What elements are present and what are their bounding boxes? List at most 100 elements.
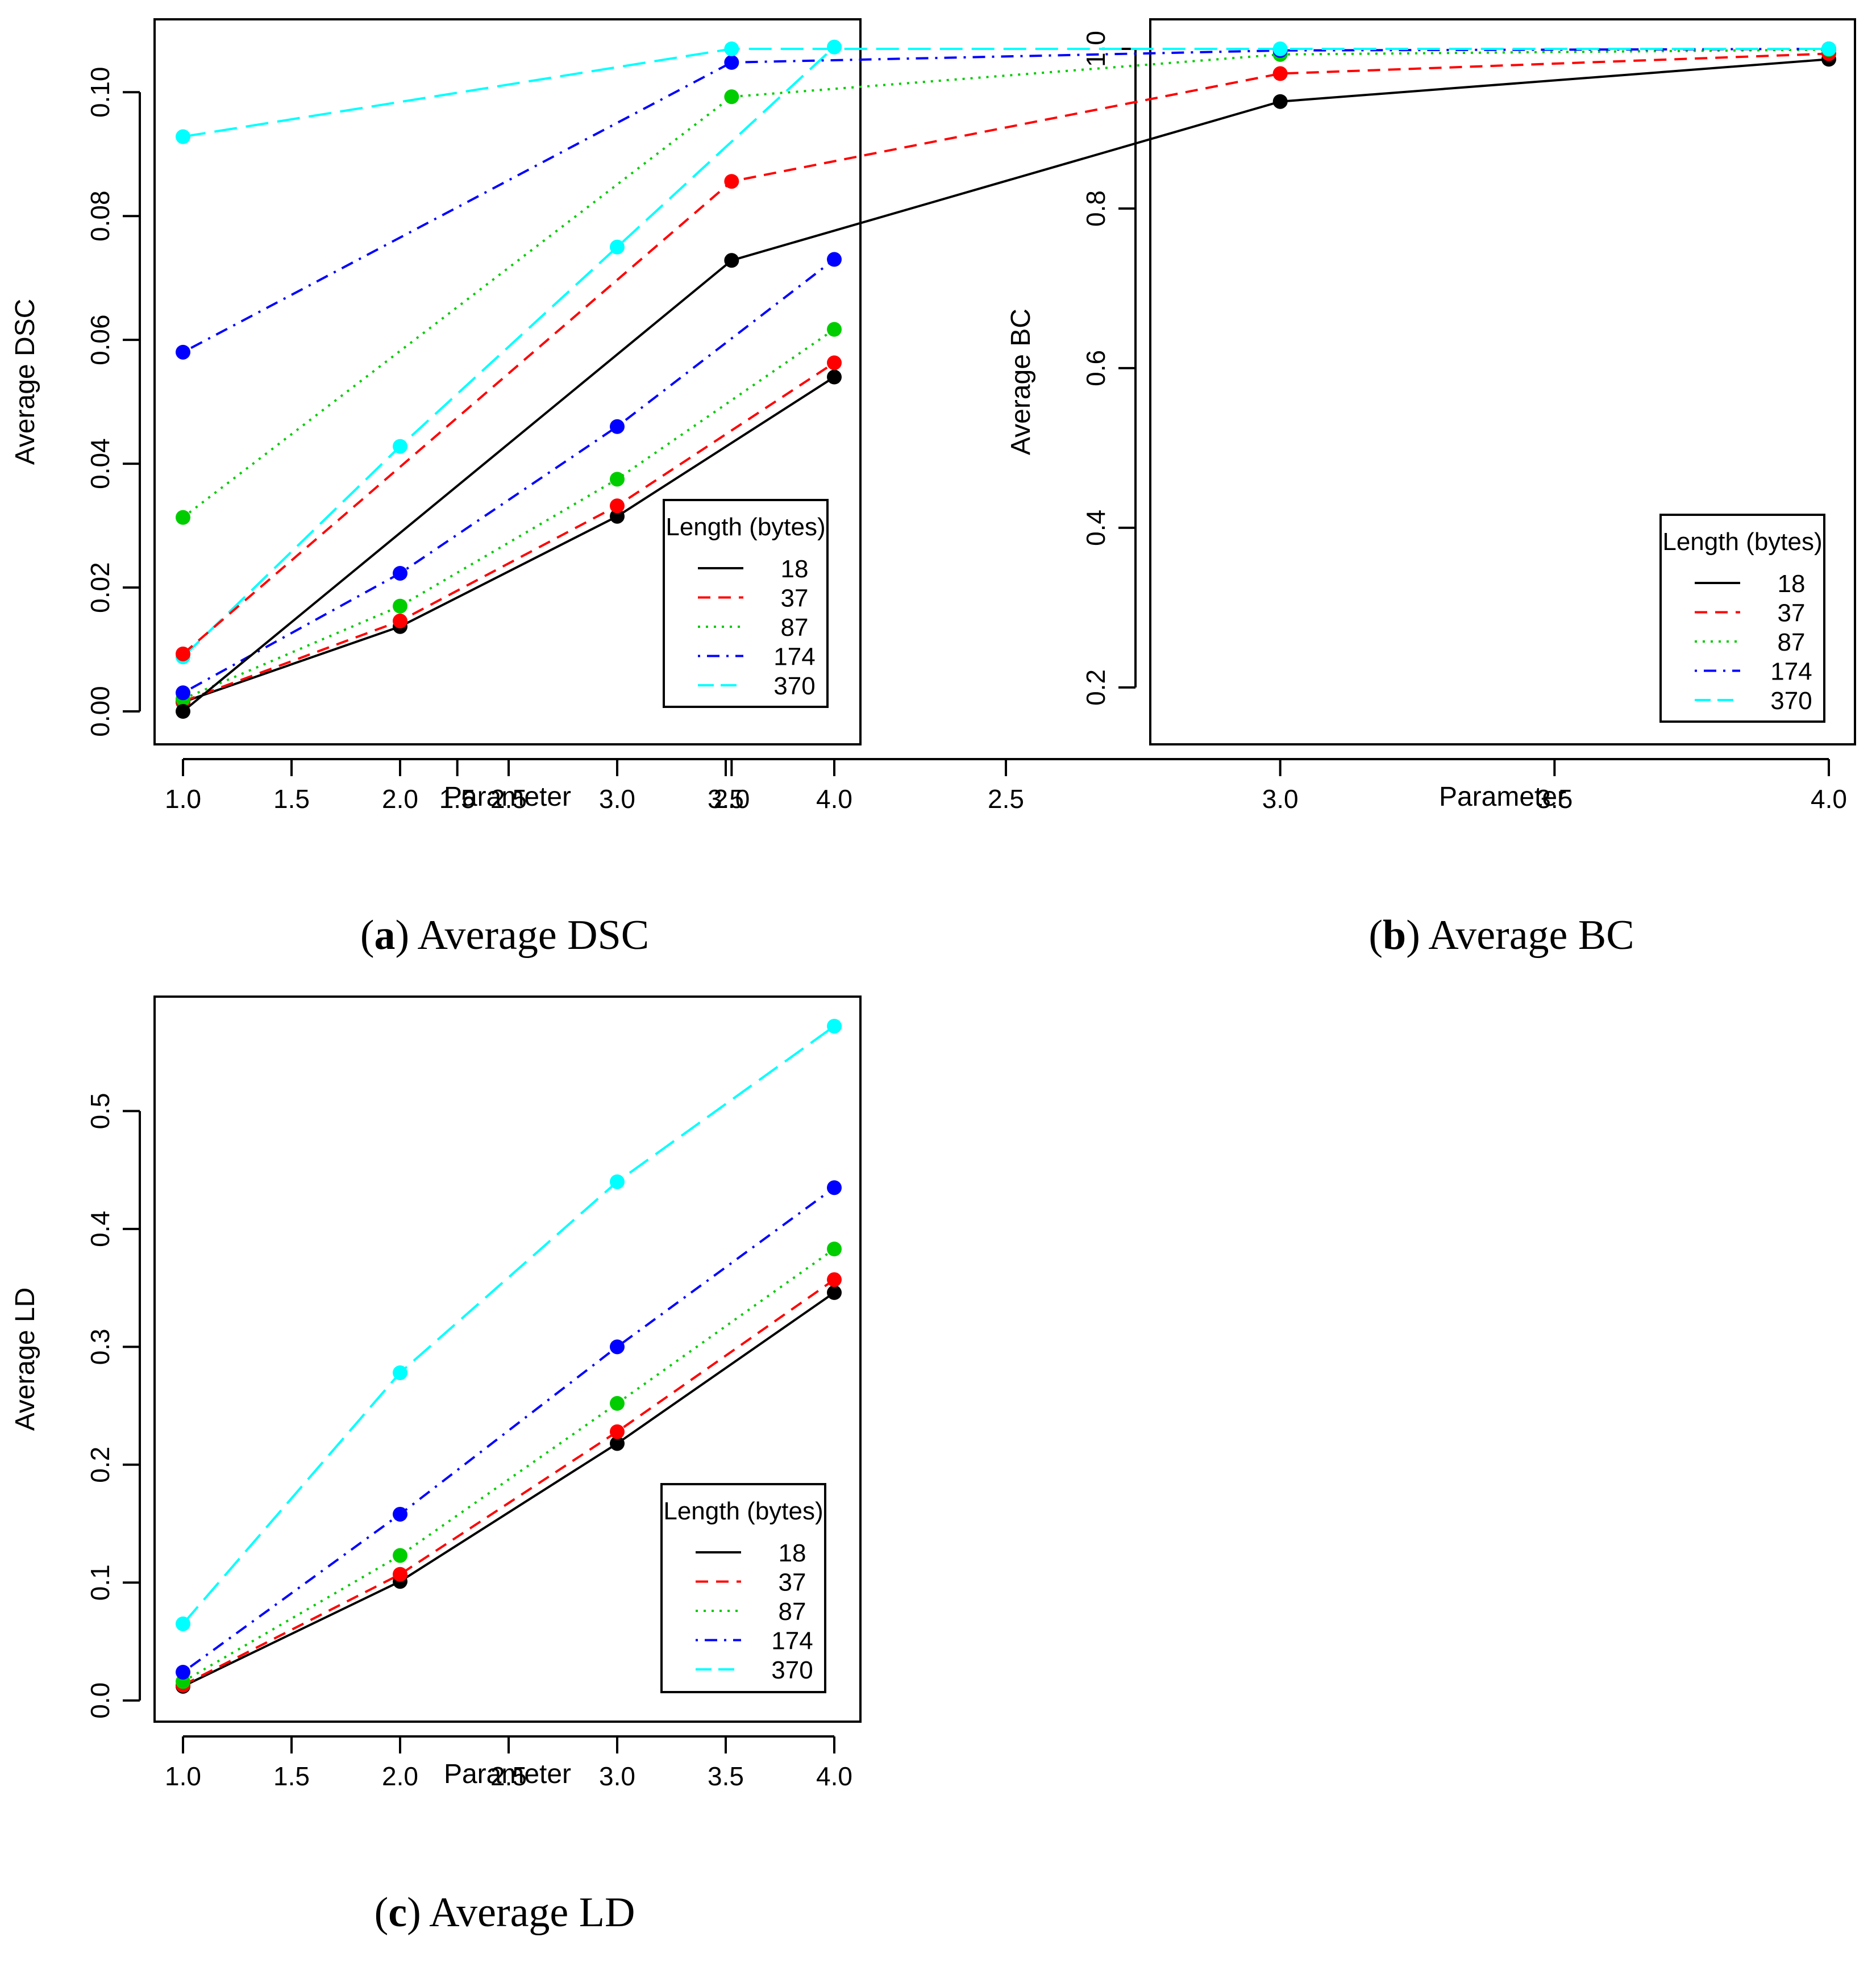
legend-label-370: 370	[1770, 687, 1812, 715]
data-point-87	[827, 322, 842, 337]
legend-label-18: 18	[779, 1539, 806, 1567]
data-point-87	[724, 89, 739, 105]
data-point-174	[610, 419, 625, 434]
x-tick-label: 4.0	[816, 1761, 852, 1791]
y-tick-label: 0.04	[85, 438, 115, 489]
series-370	[182, 46, 835, 658]
y-tick-label: 0.1	[85, 1564, 115, 1601]
legend-label-18: 18	[1778, 570, 1806, 598]
data-point-18	[827, 369, 842, 385]
x-tick-label: 2.5	[988, 784, 1024, 814]
legend-label-37: 37	[781, 585, 809, 613]
series-line-87	[182, 1248, 835, 1683]
x-tick-label: 2.0	[382, 1761, 418, 1791]
series-line-174	[182, 258, 835, 694]
data-point-18	[610, 509, 625, 524]
x-axis-label: Parameter	[444, 1759, 571, 1789]
y-tick-label: 0.00	[85, 686, 115, 737]
y-tick-label: 0.3	[85, 1328, 115, 1365]
plot-frame	[153, 18, 862, 745]
data-point-370	[610, 1174, 625, 1189]
data-point-37	[610, 498, 625, 514]
series-37	[182, 1278, 835, 1686]
y-tick-label: 0.10	[85, 67, 115, 118]
data-point-87	[176, 510, 190, 525]
data-point-370	[393, 1365, 407, 1380]
data-point-370	[176, 1616, 190, 1631]
x-tick-label: 2.0	[713, 784, 750, 814]
data-point-18	[827, 1285, 842, 1300]
series-line-174	[182, 48, 1829, 353]
y-tick-label: 0.2	[1081, 669, 1110, 706]
data-point-370	[176, 129, 190, 144]
data-point-370	[610, 239, 625, 255]
data-point-37	[1272, 66, 1288, 81]
legend-label-87: 87	[779, 1598, 806, 1626]
series-87	[182, 1248, 835, 1683]
legend-label-174: 174	[773, 643, 815, 671]
legend-box	[660, 1483, 826, 1693]
series-line-18	[182, 1292, 835, 1688]
y-axis: 0.00 0.02 0.04 0.06 0.08 0.10	[85, 67, 141, 737]
data-point-370	[1272, 41, 1288, 56]
x-tick-label: 3.0	[599, 784, 635, 814]
x-tick-label: 1.5	[273, 784, 310, 814]
data-point-37	[393, 1567, 407, 1582]
data-point-370	[724, 41, 739, 56]
data-point-37	[724, 174, 739, 189]
legend-box	[1659, 514, 1825, 723]
data-point-37	[610, 1424, 625, 1439]
y-tick-label: 0.08	[85, 190, 115, 241]
chart-panel-1: 1.0 1.5 2.0 2.5 3.0 3.5 4.00.000.020.040.060.0…	[10, 18, 862, 814]
series-18	[182, 1292, 835, 1688]
series-370	[182, 48, 1829, 138]
y-tick-label: 0.6	[1081, 350, 1110, 386]
data-point-370	[393, 439, 407, 454]
y-axis: 0.20.40.60.81.0	[1081, 31, 1137, 706]
x-axis: 1.0 1.5 2.0 2.5 3.0 3.5 4.0	[165, 758, 1847, 814]
chart-panel-2: 1.0 1.5 2.0 2.5 3.0 3.5 4.0 0.2 0.4 0.6 0.8 1.0 Para…	[165, 18, 1856, 814]
series-line-37	[182, 361, 835, 703]
x-tick-label: 1.0	[165, 784, 201, 814]
x-axis-label: Parameter	[1439, 782, 1566, 812]
series-174	[182, 258, 835, 694]
x-tick-label: 3.5	[708, 1761, 744, 1791]
y-tick-label: 0.06	[85, 314, 115, 365]
data-point-370	[1821, 41, 1836, 56]
x-tick-label: 1.5	[439, 784, 476, 814]
data-point-37	[827, 355, 842, 370]
legend-label-370: 370	[771, 1656, 813, 1684]
y-tick-label: 0.8	[1081, 190, 1110, 227]
y-axis-label: Average LD	[10, 1288, 40, 1431]
series-line-370	[182, 1025, 835, 1625]
data-point-174	[176, 685, 190, 701]
y-tick-label: 0.2	[85, 1447, 115, 1483]
x-tick-label: 1.5	[273, 1761, 310, 1791]
y-tick-label: 0.0	[85, 1682, 115, 1719]
legend-title: Length (bytes)	[1662, 528, 1822, 556]
x-axis: 1.0 1.5 2.0 2.5 3.0 3.5 4.0	[165, 1735, 852, 1791]
x-axis-label: Parameter	[444, 782, 571, 812]
data-point-18	[1272, 94, 1288, 109]
y-tick-label: 0.02	[85, 562, 115, 613]
data-point-174	[393, 565, 407, 581]
data-point-87	[393, 1548, 407, 1563]
x-tick-label: 3.0	[599, 1761, 635, 1791]
series-174	[182, 1186, 835, 1673]
series-370	[182, 1025, 835, 1625]
series-line-37	[182, 1278, 835, 1686]
y-axis-label: Average BC	[1006, 309, 1036, 455]
data-point-87	[610, 472, 625, 487]
caption-c: (c) Average LD	[375, 1889, 635, 1936]
data-point-174	[610, 1339, 625, 1355]
x-tick-label: 1.0	[165, 784, 201, 814]
data-point-87	[393, 598, 407, 614]
data-point-174	[176, 1664, 190, 1680]
data-point-87	[827, 1242, 842, 1257]
legend-label-174: 174	[771, 1627, 813, 1655]
series-174	[182, 48, 1829, 353]
